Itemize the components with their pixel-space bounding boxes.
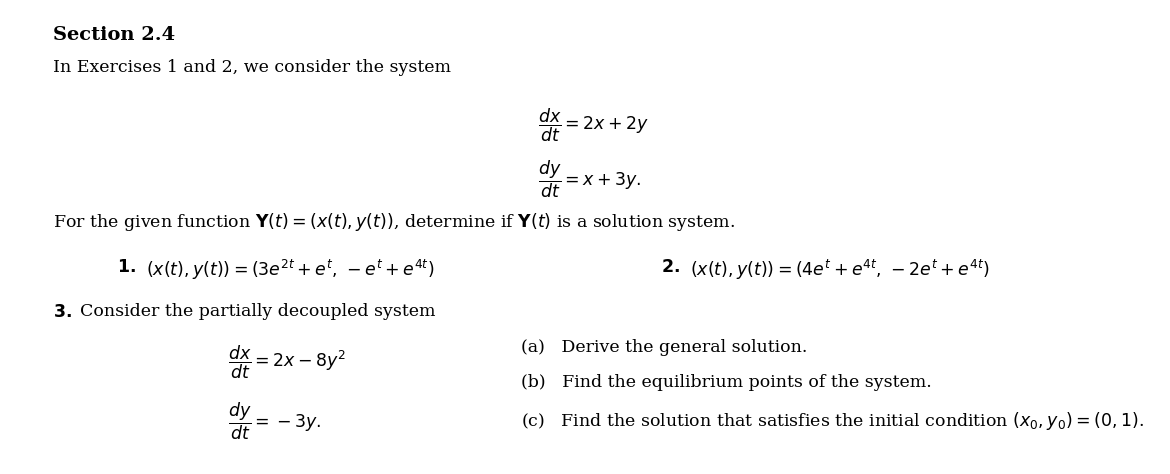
Text: (c)   Find the solution that satisfies the initial condition $(x_0, y_0) = (0, 1: (c) Find the solution that satisfies the… (521, 410, 1143, 432)
Text: In Exercises 1 and 2, we consider the system: In Exercises 1 and 2, we consider the sy… (53, 59, 450, 76)
Text: Consider the partially decoupled system: Consider the partially decoupled system (80, 303, 435, 320)
Text: Section 2.4: Section 2.4 (53, 26, 174, 44)
Text: For the given function $\mathbf{Y}(t) = (x(t), y(t))$, determine if $\mathbf{Y}(: For the given function $\mathbf{Y}(t) = … (53, 211, 735, 233)
Text: $\dfrac{dx}{dt} = 2x + 2y$: $\dfrac{dx}{dt} = 2x + 2y$ (538, 107, 649, 144)
Text: (a)   Derive the general solution.: (a) Derive the general solution. (521, 339, 807, 356)
Text: $\mathbf{2.}$: $\mathbf{2.}$ (661, 258, 680, 276)
Text: (b)   Find the equilibrium points of the system.: (b) Find the equilibrium points of the s… (521, 374, 931, 392)
Text: $(x(t), y(t)) = (3e^{2t} + e^{t},\, -e^{t} + e^{4t})$: $(x(t), y(t)) = (3e^{2t} + e^{t},\, -e^{… (146, 258, 435, 283)
Text: $\dfrac{dy}{dt} = x + 3y.$: $\dfrac{dy}{dt} = x + 3y.$ (538, 159, 641, 200)
Text: $(x(t), y(t)) = (4e^{t} + e^{4t},\, -2e^{t} + e^{4t})$: $(x(t), y(t)) = (4e^{t} + e^{4t},\, -2e^… (690, 258, 990, 283)
Text: $\mathbf{3.}$: $\mathbf{3.}$ (53, 303, 71, 321)
Text: $\mathbf{1.}$: $\mathbf{1.}$ (117, 258, 136, 276)
Text: $\dfrac{dx}{dt} = 2x - 8y^2$: $\dfrac{dx}{dt} = 2x - 8y^2$ (228, 344, 346, 381)
Text: $\dfrac{dy}{dt} = -3y.$: $\dfrac{dy}{dt} = -3y.$ (228, 401, 322, 442)
